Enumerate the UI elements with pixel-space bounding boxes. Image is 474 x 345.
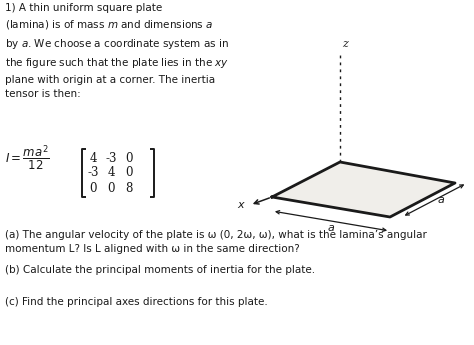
Text: $x$: $x$: [237, 200, 246, 210]
Text: $a$: $a$: [438, 195, 446, 205]
Text: 0: 0: [125, 167, 133, 179]
Text: 4: 4: [107, 167, 115, 179]
Text: -3: -3: [105, 151, 117, 165]
Polygon shape: [272, 162, 455, 217]
Text: 0: 0: [107, 181, 115, 195]
Text: $I = \dfrac{ma^2}{12}$: $I = \dfrac{ma^2}{12}$: [5, 144, 50, 172]
Text: z: z: [342, 39, 348, 49]
Text: 0: 0: [125, 151, 133, 165]
Text: 4: 4: [89, 151, 97, 165]
Text: (c) Find the principal axes directions for this plate.: (c) Find the principal axes directions f…: [5, 297, 268, 307]
Text: (b) Calculate the principal moments of inertia for the plate.: (b) Calculate the principal moments of i…: [5, 265, 315, 275]
Text: (a) The angular velocity of the plate is ω (0, 2ω, ω), what is the lamina’s angu: (a) The angular velocity of the plate is…: [5, 230, 427, 254]
Text: 8: 8: [125, 181, 133, 195]
Text: 1) A thin uniform square plate
(lamina) is of mass $m$ and dimensions $a$
by $a$: 1) A thin uniform square plate (lamina) …: [5, 3, 229, 99]
Text: $a$: $a$: [327, 223, 335, 233]
Text: -3: -3: [87, 167, 99, 179]
Text: 0: 0: [89, 181, 97, 195]
